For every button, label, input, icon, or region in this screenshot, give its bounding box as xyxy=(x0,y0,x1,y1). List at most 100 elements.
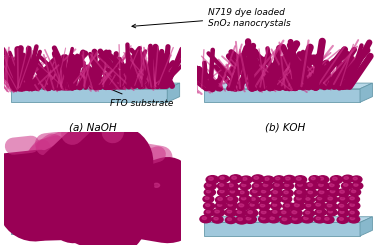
Circle shape xyxy=(311,177,315,180)
Circle shape xyxy=(22,217,28,221)
Circle shape xyxy=(297,191,302,194)
Circle shape xyxy=(98,175,113,185)
Circle shape xyxy=(227,210,232,213)
Circle shape xyxy=(227,183,239,190)
Circle shape xyxy=(317,190,329,197)
Circle shape xyxy=(8,213,20,221)
Circle shape xyxy=(158,205,171,214)
Circle shape xyxy=(206,176,219,184)
Circle shape xyxy=(239,204,244,207)
Circle shape xyxy=(11,208,20,215)
Circle shape xyxy=(249,197,260,203)
Circle shape xyxy=(344,177,349,180)
Circle shape xyxy=(295,182,308,190)
Circle shape xyxy=(282,218,287,221)
Circle shape xyxy=(94,204,109,214)
Circle shape xyxy=(348,196,359,203)
Circle shape xyxy=(315,209,326,216)
Circle shape xyxy=(220,177,224,180)
Circle shape xyxy=(228,189,239,196)
Circle shape xyxy=(340,211,344,214)
Circle shape xyxy=(242,184,246,187)
Polygon shape xyxy=(167,217,180,234)
Circle shape xyxy=(246,217,251,220)
Circle shape xyxy=(202,217,206,220)
Circle shape xyxy=(294,204,299,207)
Circle shape xyxy=(121,193,130,199)
Circle shape xyxy=(326,196,338,203)
Circle shape xyxy=(146,199,152,203)
Circle shape xyxy=(261,211,266,214)
Circle shape xyxy=(254,184,259,187)
Circle shape xyxy=(259,196,271,204)
Circle shape xyxy=(225,217,236,224)
Circle shape xyxy=(140,205,157,216)
Circle shape xyxy=(217,204,222,206)
Circle shape xyxy=(203,196,214,203)
Circle shape xyxy=(271,202,281,209)
Circle shape xyxy=(276,178,280,180)
Circle shape xyxy=(328,210,332,213)
Circle shape xyxy=(308,191,313,194)
Circle shape xyxy=(316,196,326,203)
Circle shape xyxy=(270,217,274,220)
Circle shape xyxy=(238,218,242,221)
Circle shape xyxy=(339,218,344,220)
Circle shape xyxy=(76,213,80,215)
Circle shape xyxy=(261,182,273,190)
Circle shape xyxy=(273,191,277,194)
Circle shape xyxy=(7,177,25,188)
Circle shape xyxy=(348,216,359,223)
Polygon shape xyxy=(11,89,167,103)
Circle shape xyxy=(215,202,227,210)
Circle shape xyxy=(342,176,353,183)
Circle shape xyxy=(314,202,326,210)
Circle shape xyxy=(153,218,157,220)
Circle shape xyxy=(205,197,209,200)
Circle shape xyxy=(242,197,246,200)
Polygon shape xyxy=(204,84,372,89)
Circle shape xyxy=(240,191,244,194)
Circle shape xyxy=(153,184,160,188)
Polygon shape xyxy=(167,84,180,103)
Circle shape xyxy=(226,196,238,204)
Circle shape xyxy=(225,209,237,216)
Circle shape xyxy=(254,177,259,180)
Circle shape xyxy=(294,189,307,197)
Circle shape xyxy=(350,204,355,206)
Polygon shape xyxy=(360,84,372,103)
Circle shape xyxy=(220,190,224,193)
Circle shape xyxy=(283,183,294,190)
Circle shape xyxy=(215,210,219,213)
Circle shape xyxy=(270,196,282,203)
Circle shape xyxy=(341,182,353,190)
Circle shape xyxy=(10,215,15,218)
Circle shape xyxy=(273,211,277,214)
Circle shape xyxy=(338,196,350,203)
Circle shape xyxy=(53,205,64,212)
Circle shape xyxy=(285,204,290,207)
Circle shape xyxy=(232,176,237,180)
Circle shape xyxy=(203,203,215,210)
Circle shape xyxy=(206,190,211,193)
Circle shape xyxy=(230,190,234,193)
Circle shape xyxy=(134,204,138,206)
Circle shape xyxy=(281,196,292,203)
Circle shape xyxy=(338,189,350,197)
Circle shape xyxy=(96,206,102,210)
Circle shape xyxy=(72,186,85,195)
Text: (b) KOH: (b) KOH xyxy=(265,122,305,132)
Circle shape xyxy=(330,176,342,184)
Circle shape xyxy=(290,209,302,217)
Circle shape xyxy=(306,190,318,197)
Polygon shape xyxy=(204,222,360,236)
Circle shape xyxy=(262,190,266,193)
Circle shape xyxy=(305,211,310,214)
Circle shape xyxy=(31,178,36,182)
Circle shape xyxy=(228,198,232,200)
Circle shape xyxy=(251,198,255,200)
Circle shape xyxy=(319,184,323,187)
Circle shape xyxy=(250,188,262,196)
Polygon shape xyxy=(360,217,372,236)
Circle shape xyxy=(338,210,349,216)
